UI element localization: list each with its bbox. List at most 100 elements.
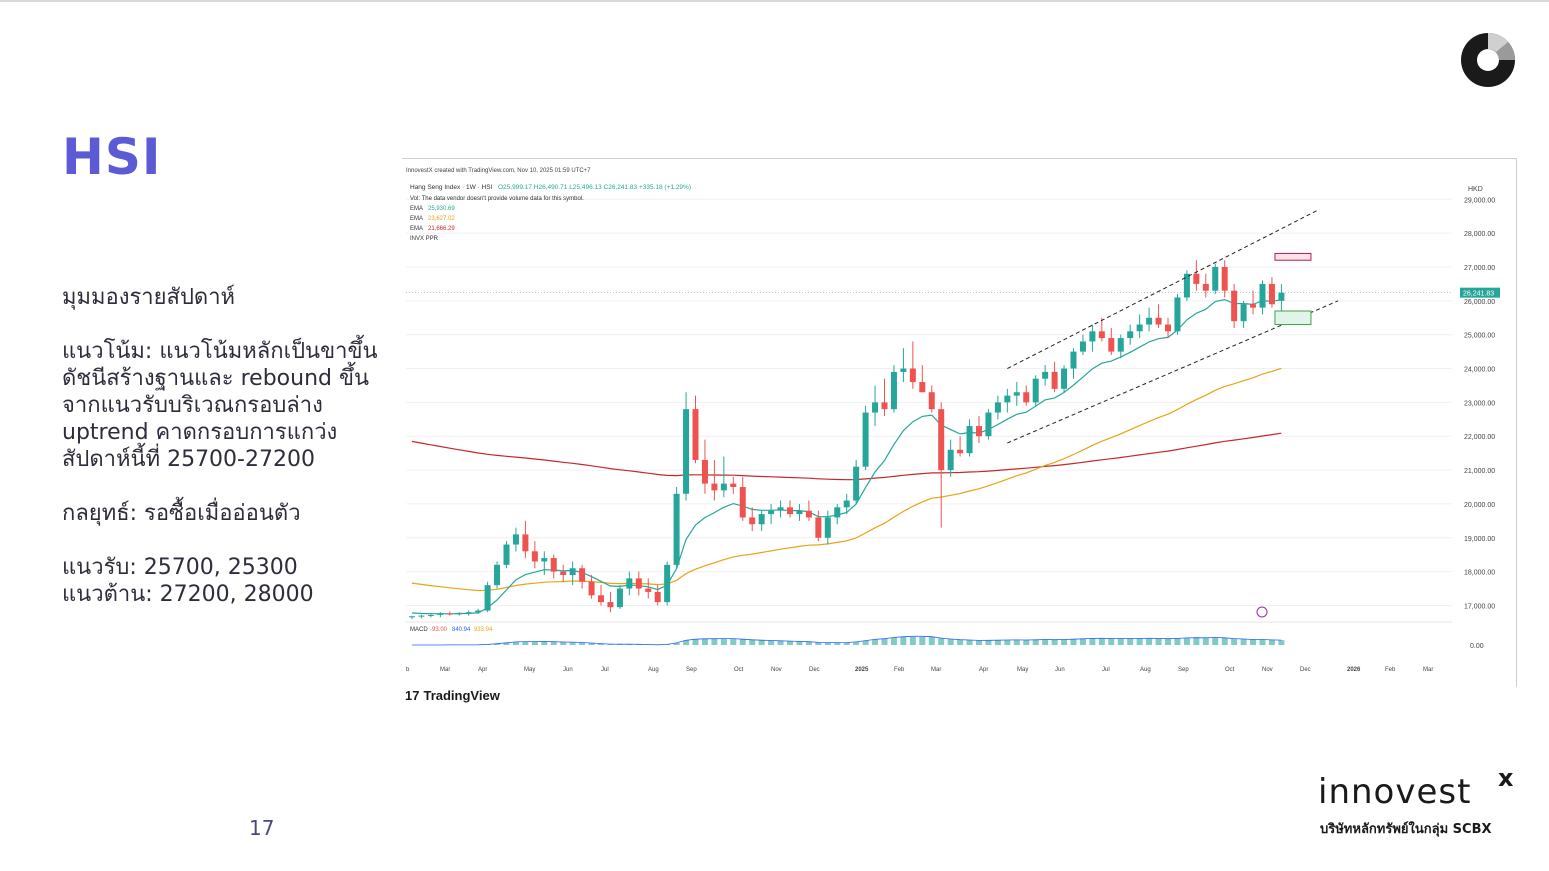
last-price-tag [1460,287,1500,298]
macd-histogram-bar [928,637,935,645]
macd-label: MACD [410,627,428,633]
macd-histogram-bar [1023,640,1030,645]
y-tick-label: 27,000.00 [1464,265,1495,272]
candle-body [475,610,482,613]
levels-block: แนวรับ: 25700, 25300 แนวต้าน: 27200, 280… [62,554,382,608]
y-tick-label: 19,000.00 [1464,536,1495,543]
candle-body [711,483,718,491]
candle-body [427,614,434,616]
candle-body [1202,283,1209,291]
macd-histogram-bar [796,641,803,645]
x-axis-label: Nov [771,667,782,673]
candle-body [616,588,623,608]
macd-histogram-bar [1136,638,1143,645]
macd-histogram-bar [1004,640,1011,645]
innovestx-brand: innovest x บริษัทหลักทรัพย์ในกลุ่ม SCBX [1318,764,1528,842]
hsi-weekly-chart: 29,000.00 28,000.00 27,000.00 26,000.00 25,0… [402,158,1517,687]
candle-body [626,578,633,589]
x-axis-label: Dec [1300,667,1311,673]
candle-body [730,483,737,487]
y-tick-label: 20,000.00 [1464,502,1495,509]
candle-body [1155,317,1162,325]
candle-body [1089,331,1096,342]
candle-body [777,507,784,511]
macd-histogram-bar [1268,639,1275,645]
macd-histogram-bar [1013,639,1020,645]
macd-histogram-bar [1146,638,1153,645]
macd-histogram-bar [1240,639,1247,645]
candle-body [456,612,463,615]
macd-histogram-bar [909,637,916,645]
x-axis-label: May [524,667,535,673]
top-border [0,0,1549,2]
candle-body [1278,292,1285,301]
candle-body [890,371,897,410]
candle-body [805,510,812,518]
x-axis-label: Jun [563,667,573,673]
ema-mid-line [411,367,1282,592]
macd-histogram-bar [1127,638,1134,645]
x-axis-label: Jul [601,667,609,673]
tradingview-logo: 17 TradingView [405,688,500,703]
macd-histogram-bar [560,641,567,645]
macd-histogram-bar [749,639,756,645]
candle-body [437,613,444,615]
indicator-label: EMA [410,206,423,212]
macd-histogram-bar [853,641,860,645]
resistance-text: แนวต้าน: 27200, 28000 [62,582,314,607]
channel-upper-line [1007,209,1320,369]
macd-histogram-bar [512,641,519,645]
y-tick-label: 28,000.00 [1464,231,1495,238]
y-tick-label: 25,000.00 [1464,333,1495,340]
candle-body [966,426,973,454]
candle-body [1032,378,1039,403]
candle-body [720,483,727,491]
candle-body [796,510,803,515]
candle-body [560,571,567,575]
macd-histogram-bar [522,641,529,645]
macd-histogram-bar [607,644,614,645]
candle-body [484,585,491,611]
macd-histogram-bar [683,640,690,645]
macd-histogram-bar [531,641,538,645]
candle-body [579,568,586,582]
macd-histogram-bar [938,638,945,645]
candle-body [1174,297,1181,332]
y-tick-label: 24,000.00 [1464,367,1495,374]
macd-value: 933.94 [474,627,493,633]
macd-histogram-bar [1221,637,1228,645]
macd-histogram-bar [1032,639,1039,645]
y-tick-label: 17,000.00 [1464,603,1495,610]
candle-body [1070,351,1077,369]
candle-body [1231,290,1238,322]
candle-body [1023,392,1030,403]
candle-body [985,412,992,437]
x-axis-label: 2025 [855,667,869,673]
macd-histogram-bar [1278,640,1285,645]
x-axis-label: Jun [1055,667,1065,673]
x-axis-label: Mar [1423,667,1433,673]
macd-histogram-bar [1089,638,1096,645]
slide-title: HSI [62,128,162,186]
candle-body [598,595,604,603]
candle-body [1240,304,1247,322]
indicator-label: EMA [410,226,423,232]
macd-histogram-bar [1174,638,1181,645]
y-tick-label: 26,000.00 [1464,299,1495,306]
brand-x-mark: x [1498,764,1514,792]
macd-histogram-bar [890,637,897,645]
candle-body [1117,338,1124,352]
x-axis-label: Oct [1225,667,1235,673]
indicator-label: EMA [410,216,423,222]
candle-body [947,449,954,471]
macd-histogram-bar [1108,638,1115,645]
macd-histogram-bar [579,642,586,645]
candle-body [673,493,680,565]
x-axis-label: Oct [734,667,744,673]
macd-histogram-bar [1079,638,1086,645]
macd-histogram-bar [1259,639,1266,645]
candle-body [881,402,888,410]
candle-body [824,517,831,538]
candle-body [1259,283,1266,308]
macd-histogram-bar [730,638,737,645]
